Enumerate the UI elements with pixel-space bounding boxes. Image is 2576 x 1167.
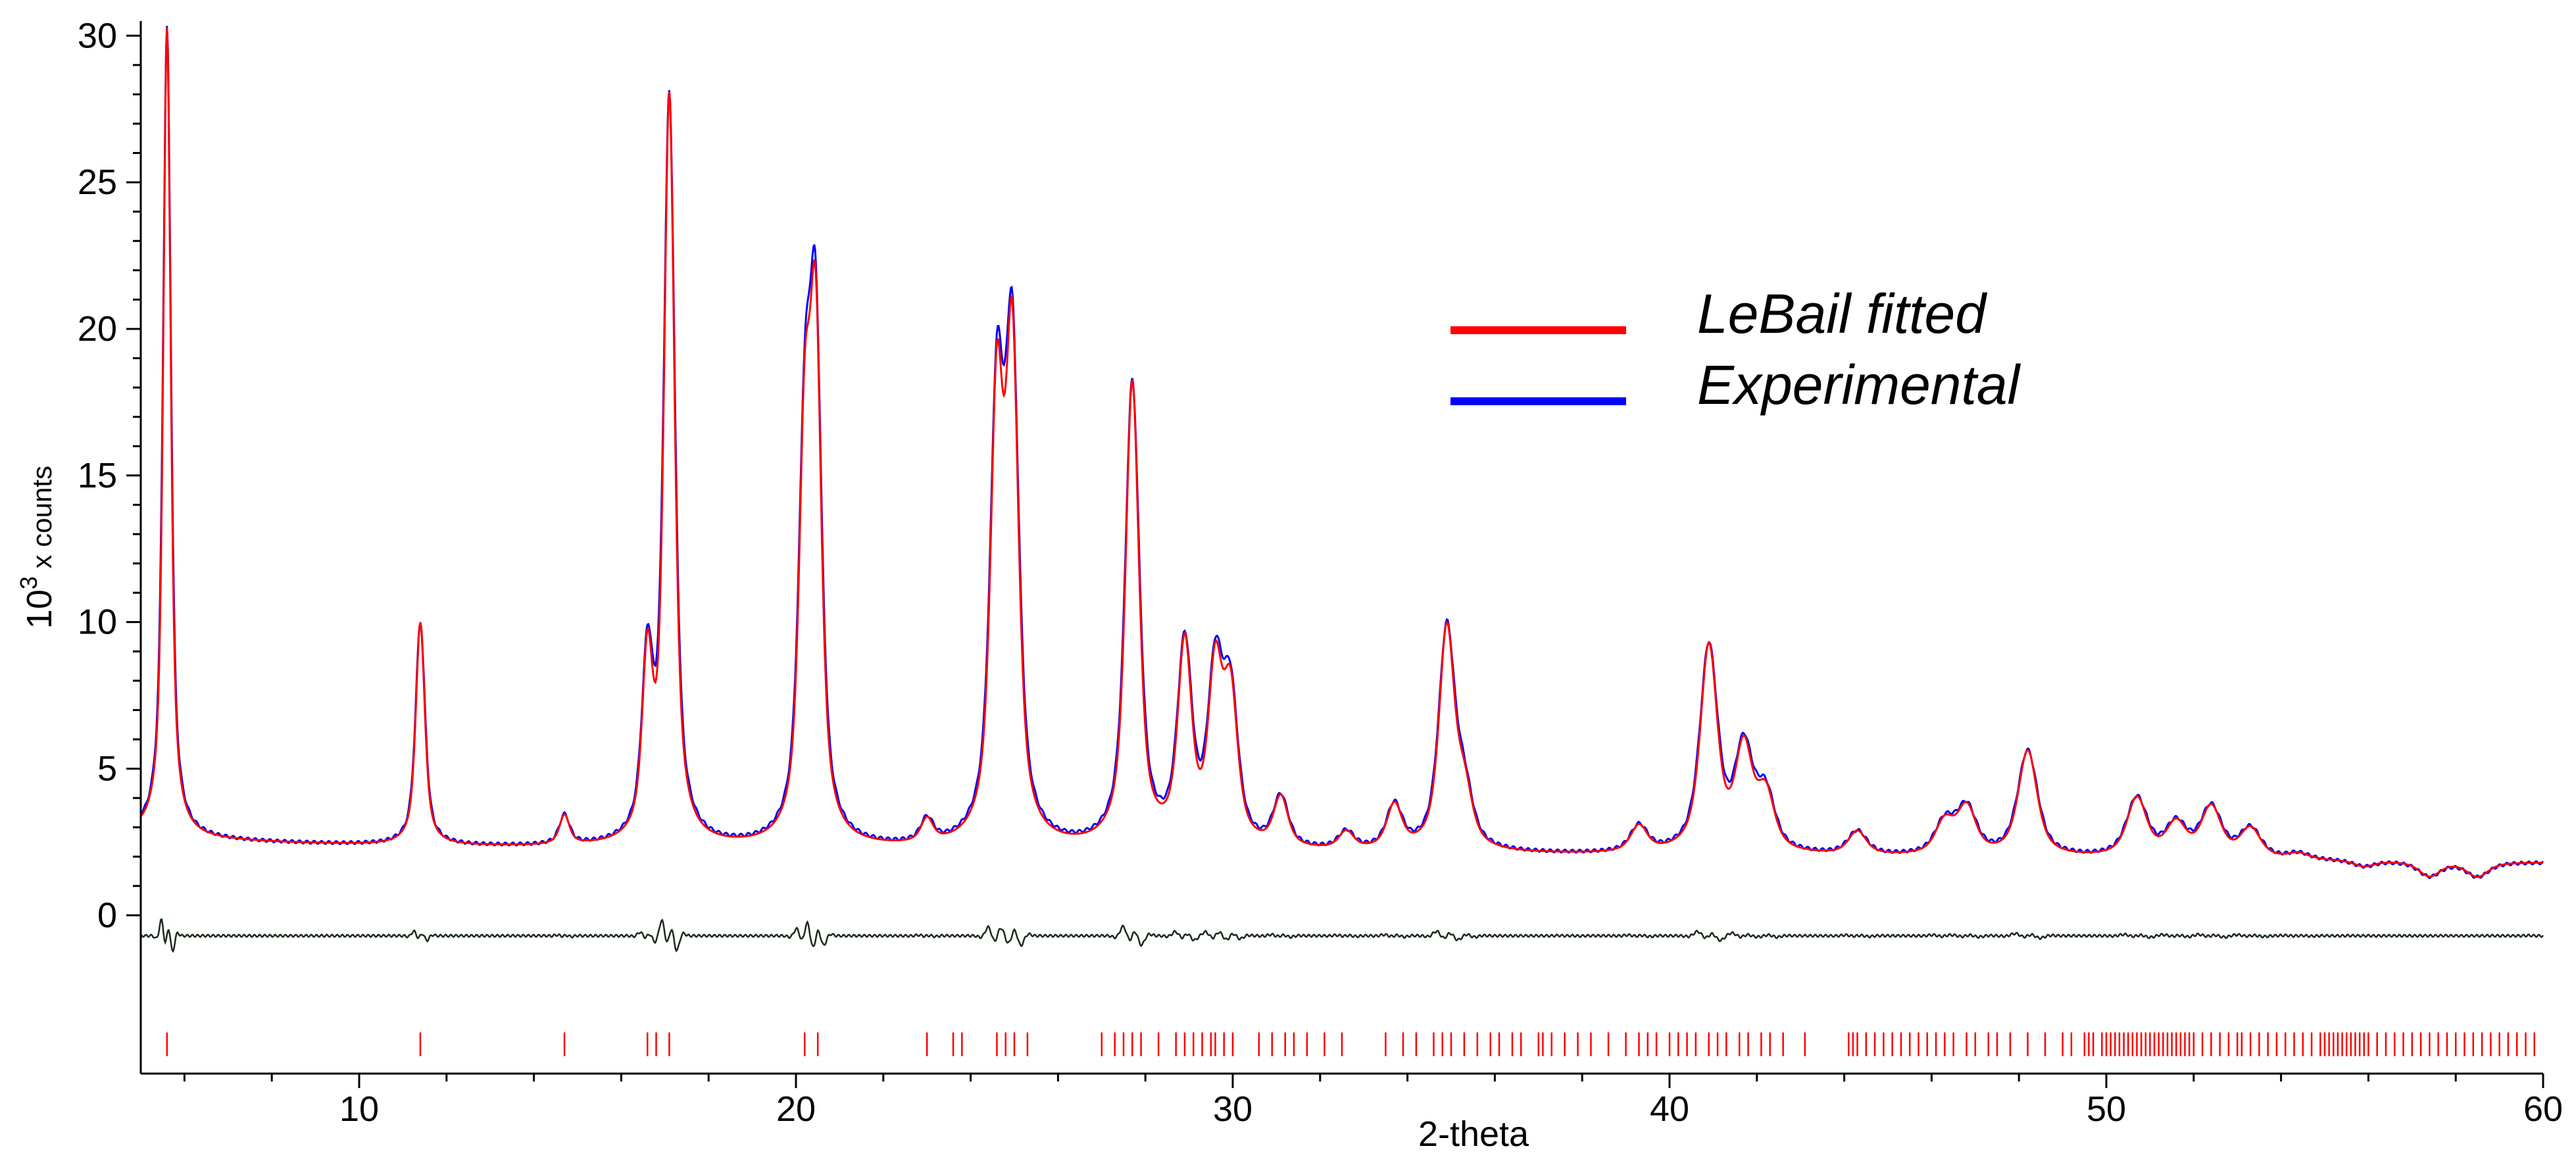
y-tick-label: 10 <box>78 603 117 642</box>
x-axis-title: 2-theta <box>1418 1114 1529 1154</box>
y-tick-label: 5 <box>97 749 117 788</box>
series-line-fitted <box>139 27 2543 878</box>
series-line-experimental <box>139 26 2544 880</box>
x-tick-label: 40 <box>1650 1089 1689 1129</box>
x-tick-label: 20 <box>776 1089 816 1129</box>
plot-area <box>139 26 2544 1056</box>
x-tick-label: 60 <box>2523 1089 2563 1129</box>
y-tick-label: 20 <box>78 309 117 349</box>
legend: LeBail fitted Experimental <box>1450 283 2021 416</box>
y-axis-exponent: 3 <box>15 576 42 589</box>
x-tick-label: 50 <box>2087 1089 2126 1129</box>
legend-label-experimental: Experimental <box>1697 354 2021 416</box>
y-axis-title: 103 x counts <box>15 466 59 629</box>
axes: 10 20 30 40 50 60 0 5 10 15 20 25 30 <box>78 16 2563 1129</box>
series-line-difference <box>140 918 2544 953</box>
legend-label-fitted: LeBail fitted <box>1697 283 1987 345</box>
y-tick-label: 0 <box>97 895 117 935</box>
y-tick-label: 15 <box>78 456 117 495</box>
x-tick-label: 30 <box>1213 1089 1252 1129</box>
x-tick-label: 10 <box>339 1089 379 1129</box>
y-tick-label: 30 <box>78 16 117 55</box>
y-tick-label: 25 <box>78 162 117 202</box>
